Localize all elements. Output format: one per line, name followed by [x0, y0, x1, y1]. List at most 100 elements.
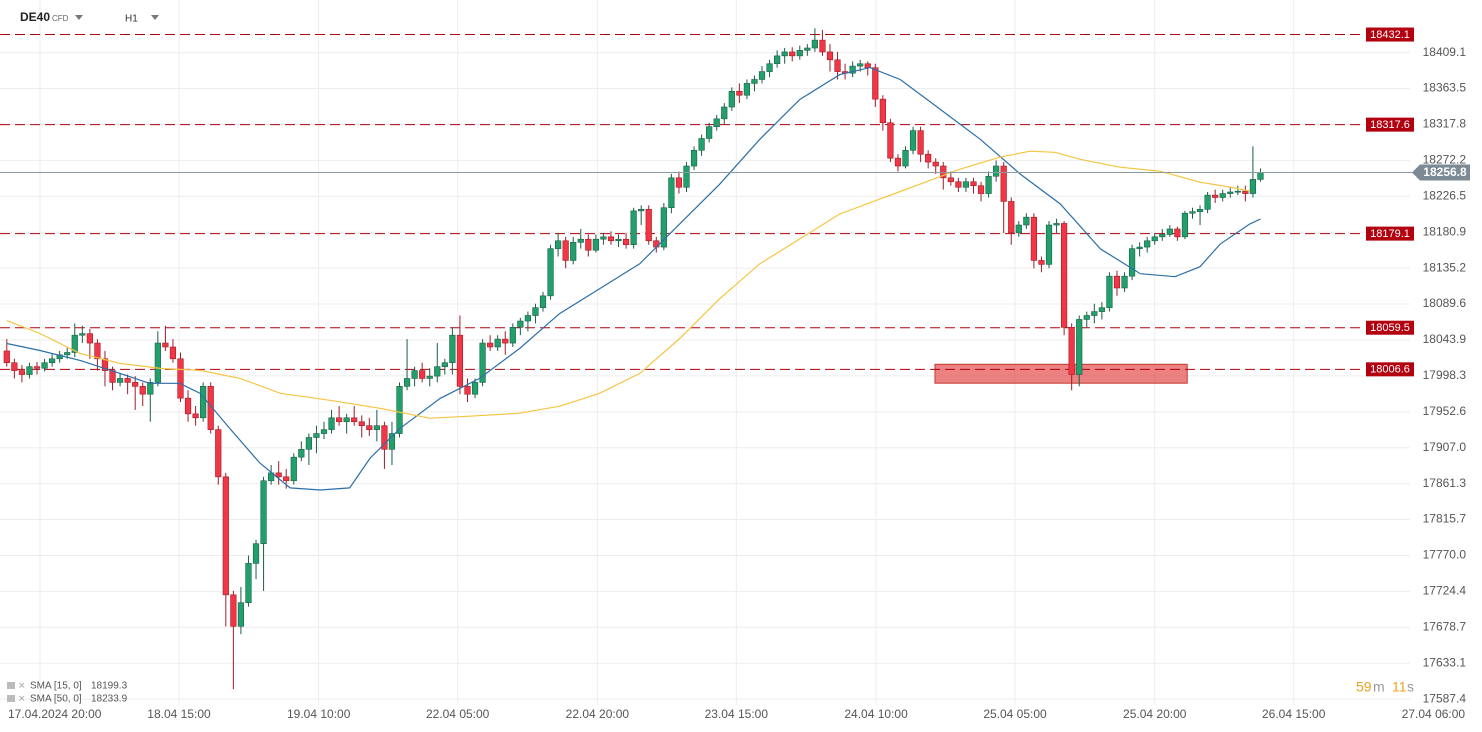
candle-body: [517, 320, 524, 328]
candle-body: [932, 161, 939, 167]
y-tick-label: 18226.5: [1423, 188, 1467, 202]
candle-body: [335, 417, 343, 423]
candle-body: [1038, 260, 1045, 265]
candle-body: [94, 342, 101, 360]
x-tick-label: 23.04 15:00: [705, 707, 769, 721]
timer-unit: m: [1373, 679, 1385, 695]
candle-body: [1227, 191, 1234, 194]
candle-body: [962, 181, 970, 188]
candle-body: [487, 342, 494, 348]
candle-body: [169, 346, 177, 360]
candle-body: [283, 476, 290, 482]
candle-body: [177, 358, 184, 399]
candle-body: [713, 118, 720, 127]
candle-body: [200, 386, 207, 419]
candle-body: [192, 413, 199, 419]
candle-body: [101, 358, 109, 371]
candle-body: [1061, 223, 1068, 328]
candle-body: [1204, 194, 1211, 210]
candle-body: [1136, 246, 1143, 249]
candle-body: [298, 448, 305, 458]
candle-body: [555, 240, 562, 249]
x-tick-label: 18.04 15:00: [147, 707, 211, 721]
candle-body: [313, 433, 320, 438]
candle-body: [1128, 248, 1136, 277]
candle-body: [64, 352, 71, 356]
candle-body: [290, 456, 297, 482]
x-tick-label: 25.04 20:00: [1123, 707, 1187, 721]
candle-body: [645, 208, 652, 242]
candle-body: [275, 472, 282, 478]
dropdown-arrow[interactable]: [151, 15, 159, 20]
candle-body: [1189, 211, 1196, 214]
y-tick-label: 18317.8: [1423, 117, 1467, 131]
candle-body: [615, 238, 622, 242]
level-label-box: [1366, 226, 1414, 241]
timer-minutes: 59: [1356, 679, 1372, 695]
candle-body: [638, 208, 645, 212]
candle-body: [479, 342, 486, 383]
candle-body: [758, 71, 766, 80]
candle-body: [1144, 240, 1151, 248]
candle-body: [366, 425, 373, 430]
y-tick-label: 17724.4: [1423, 584, 1467, 598]
candle-body: [358, 421, 365, 426]
level-label: 18006.6: [1370, 364, 1410, 376]
candle-body: [207, 386, 214, 430]
candle-body: [147, 382, 154, 395]
candle-body: [426, 375, 433, 379]
candle-body: [502, 338, 509, 344]
y-tick-label: 18089.6: [1423, 296, 1467, 310]
candle-body: [940, 165, 947, 179]
y-tick-label: 17907.0: [1423, 440, 1467, 454]
candle-body: [751, 79, 758, 84]
candle-body: [456, 334, 464, 387]
candle-body: [736, 90, 743, 96]
candle-body: [630, 210, 637, 246]
x-tick-label: 19.04 10:00: [287, 707, 351, 721]
timer-unit: s: [1407, 679, 1414, 695]
candle-body: [985, 175, 992, 194]
candle-body: [79, 333, 86, 336]
symbol[interactable]: DE40: [20, 10, 50, 24]
x-tick-label: 17.04.2024 20:00: [8, 707, 102, 721]
candle-body: [819, 39, 826, 53]
candle-body: [879, 98, 886, 124]
candle-body: [1212, 194, 1219, 198]
legend-icon[interactable]: [7, 695, 15, 702]
candle-body: [917, 130, 924, 155]
candle-body: [215, 429, 222, 478]
candle-body: [804, 47, 811, 51]
timeframe[interactable]: H1: [125, 14, 138, 25]
candle-body: [320, 429, 328, 434]
candle-body: [1098, 307, 1105, 312]
candle-body: [774, 55, 781, 65]
candle-body: [993, 165, 1000, 177]
candle-body: [26, 366, 33, 375]
candle-body: [41, 362, 48, 369]
legend-icon[interactable]: [7, 682, 15, 689]
sma-line: [6, 66, 1261, 491]
candle-body: [660, 207, 667, 248]
dropdown-arrow[interactable]: [75, 15, 83, 20]
candle-body: [260, 480, 267, 544]
candle-body: [116, 378, 124, 383]
candle-body: [547, 248, 554, 297]
candle-body: [925, 153, 932, 163]
x-tick-label: 25.04 05:00: [983, 707, 1047, 721]
last-price-box: [1412, 164, 1470, 181]
candle-body: [411, 370, 418, 379]
candle-body: [1091, 311, 1098, 316]
candle-body: [1045, 224, 1053, 265]
candle-body: [600, 236, 607, 240]
legend-close: ✕: [18, 693, 26, 703]
y-tick-label: 17861.3: [1423, 476, 1467, 490]
candle-body: [230, 594, 237, 627]
candle-body: [532, 307, 539, 316]
candle-body: [132, 382, 139, 387]
candle-body: [622, 238, 630, 246]
candle-body: [3, 350, 10, 364]
y-tick-label: 17998.3: [1423, 368, 1467, 382]
plot: [0, 28, 1415, 690]
